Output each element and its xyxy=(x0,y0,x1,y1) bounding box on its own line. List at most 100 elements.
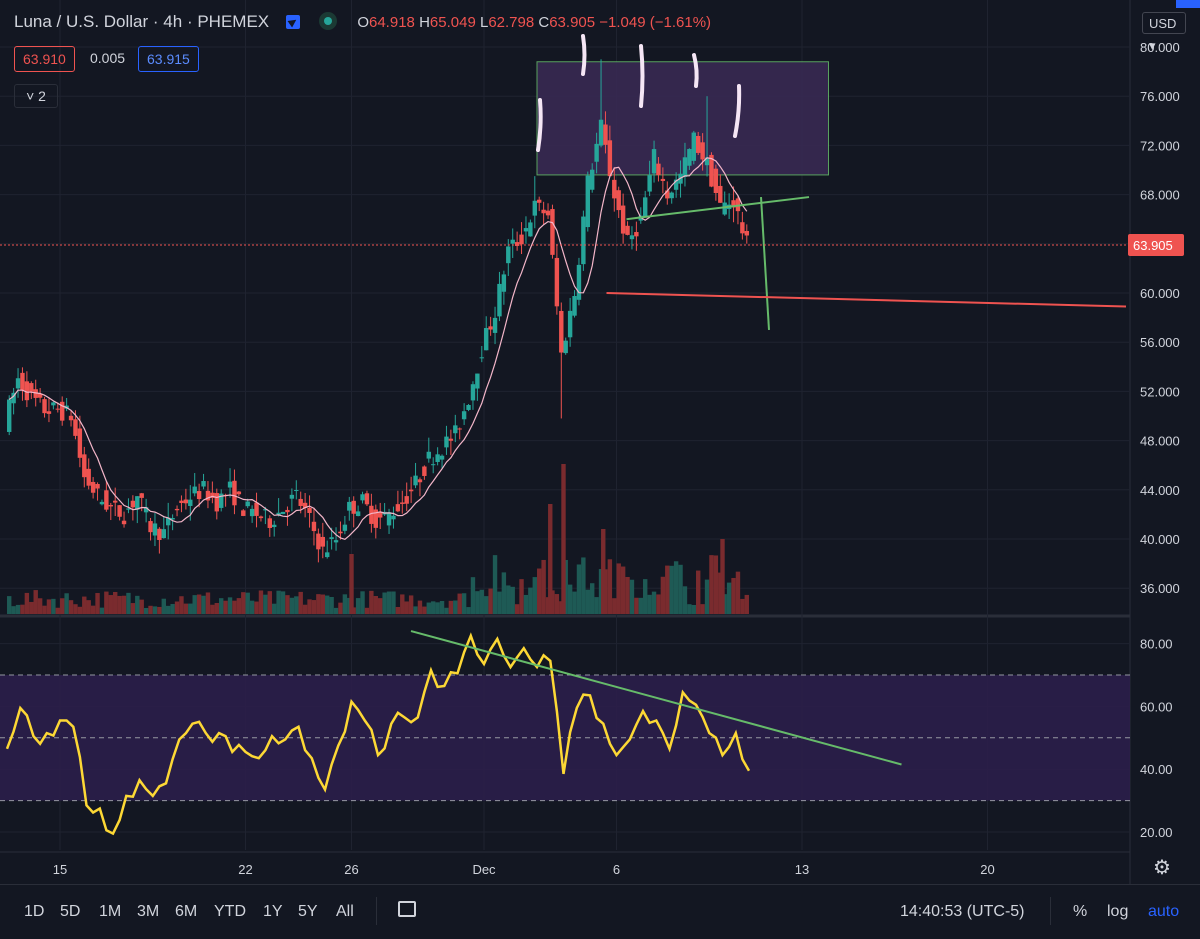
volume-bar xyxy=(347,597,352,614)
volume-bar xyxy=(99,607,105,614)
candle-body xyxy=(629,235,635,240)
volume-bar xyxy=(431,601,436,614)
clock-readout[interactable]: 14:40:53 (UTC-5) xyxy=(900,903,1025,920)
timeframe-1y[interactable]: 1Y xyxy=(263,903,283,920)
candle-body xyxy=(457,428,462,430)
volume-bar xyxy=(740,598,745,614)
timeframe-6m[interactable]: 6M xyxy=(175,903,198,920)
timeframe-3m[interactable]: 3M xyxy=(137,903,160,920)
volume-bar xyxy=(29,601,34,614)
volume-bar xyxy=(86,600,91,614)
candle-body xyxy=(258,516,264,519)
volume-bar xyxy=(289,597,295,614)
currency-select[interactable]: USD ▾ xyxy=(1142,12,1186,53)
candle-body xyxy=(448,438,454,441)
flag-icon[interactable] xyxy=(285,15,300,29)
log-toggle[interactable]: log xyxy=(1107,903,1129,920)
volume-bar xyxy=(258,590,264,614)
volume-bar xyxy=(691,604,696,614)
candle-body xyxy=(369,505,374,524)
volume-bar xyxy=(590,583,595,614)
timeframe-ytd[interactable]: YTD xyxy=(214,903,246,920)
timeframe-all[interactable]: All xyxy=(336,903,354,920)
candle-body xyxy=(413,475,418,486)
indicators-toggle[interactable]: ˅ 2 xyxy=(14,84,58,108)
volume-bar xyxy=(24,592,30,614)
candle-body xyxy=(316,533,321,550)
top-right-tab[interactable] xyxy=(1176,0,1200,8)
percent-toggle[interactable]: % xyxy=(1073,903,1088,920)
volume-bar xyxy=(205,592,211,614)
volume-bar xyxy=(320,594,325,614)
candle-body xyxy=(24,381,30,401)
timeframe-1d[interactable]: 1D xyxy=(24,903,45,920)
volume-bar xyxy=(541,559,546,614)
candle-body xyxy=(276,512,281,516)
volume-bar xyxy=(453,600,458,614)
time-tick-label: 20 xyxy=(980,862,994,877)
volume-bar xyxy=(298,591,303,614)
candle-body xyxy=(585,175,590,228)
candle-body xyxy=(188,499,193,506)
volume-bar xyxy=(236,598,242,614)
candle-body xyxy=(594,143,599,162)
volume-bar xyxy=(656,594,661,614)
candle-body xyxy=(696,135,701,153)
volume-bar xyxy=(126,592,131,614)
price-tick-label: 72.000 xyxy=(1140,138,1180,153)
candle-body xyxy=(378,511,383,518)
candle-body xyxy=(298,498,303,506)
candle-body xyxy=(320,536,325,547)
price-tick-label: 52.000 xyxy=(1140,384,1180,399)
volume-bar xyxy=(426,602,431,614)
time-tick-label: 26 xyxy=(344,862,358,877)
volume-bar xyxy=(559,601,564,614)
volume-bar xyxy=(232,600,237,614)
hand-drawn-mark xyxy=(639,44,645,108)
volume-bar xyxy=(143,607,149,614)
volume-bar xyxy=(227,597,233,614)
volume-bar xyxy=(404,601,409,614)
volume-bar xyxy=(364,607,370,614)
candle-body xyxy=(325,552,330,558)
candle-body xyxy=(280,511,286,515)
timeframe-5d[interactable]: 5D xyxy=(60,903,81,920)
hand-drawn-mark xyxy=(733,84,742,138)
candle-body xyxy=(704,157,710,166)
price-tick-label: 48.000 xyxy=(1140,434,1180,449)
volume-bar xyxy=(731,577,736,614)
volume-bar xyxy=(528,587,533,614)
candle-body xyxy=(616,190,621,211)
sell-price-button[interactable]: 63.910 xyxy=(14,46,75,72)
candle-body xyxy=(179,500,184,503)
chart-canvas[interactable]: 80.000 76.000 72.000 68.000 60.000 56.000 52.0… xyxy=(0,0,1200,884)
volume-bar xyxy=(7,596,12,614)
candle-body xyxy=(254,502,259,516)
volume-bar xyxy=(148,605,153,614)
candle-body xyxy=(590,169,595,190)
auto-scale-toggle[interactable]: auto xyxy=(1148,903,1180,920)
volume-bar xyxy=(373,595,378,614)
volume-bar xyxy=(113,591,118,614)
candle-body xyxy=(408,489,414,492)
candle-body xyxy=(603,124,608,145)
timeframe-1m[interactable]: 1M xyxy=(99,903,122,920)
buy-price-button[interactable]: 63.915 xyxy=(138,46,199,72)
volume-bar xyxy=(422,606,427,614)
gear-icon[interactable]: ⚙ xyxy=(1153,857,1171,879)
symbol-title[interactable]: Luna / U.S. Dollar · 4h · PHEMEX xyxy=(14,12,270,31)
pattern-box xyxy=(536,61,829,176)
timeframe-5y[interactable]: 5Y xyxy=(298,903,318,920)
volume-bar xyxy=(179,596,184,614)
candle-body xyxy=(192,486,197,494)
candle-body xyxy=(267,518,272,528)
volume-bar xyxy=(241,592,246,614)
date-range-icon[interactable] xyxy=(398,901,416,917)
candle-body xyxy=(669,192,674,199)
volume-bar xyxy=(174,601,180,614)
candle-body xyxy=(205,490,211,501)
volume-bar xyxy=(245,592,250,614)
volume-bar xyxy=(46,599,52,614)
candle-body xyxy=(37,393,43,398)
candle-body xyxy=(643,197,648,217)
